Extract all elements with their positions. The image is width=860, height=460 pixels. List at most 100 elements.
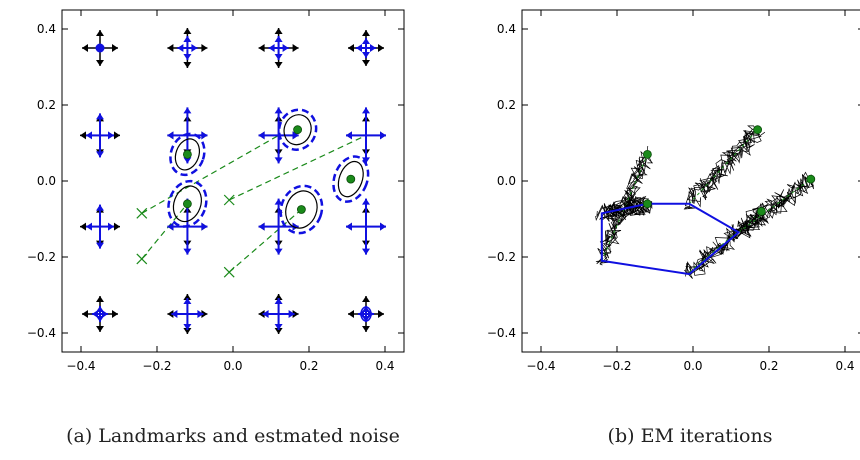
landmark-arrow-blue-head <box>274 54 283 60</box>
landmark-arrow-black-head <box>82 44 88 52</box>
trajectory-trace <box>684 130 766 209</box>
final-point <box>806 174 816 184</box>
landmark-arrow-blue-head <box>292 131 299 140</box>
cross-marker <box>223 194 235 206</box>
landmark-arrow-blue-head <box>362 107 370 114</box>
landmark-arrow-blue-head <box>191 44 198 52</box>
landmark-arrow-blue-head <box>362 38 370 44</box>
panel-a-ytick-label: −0.2 <box>27 250 56 264</box>
trajectory-trace <box>732 176 815 234</box>
landmark-arrow-black-head <box>96 30 104 36</box>
landmark-arrow-blue-head <box>288 310 295 318</box>
dashed-link <box>228 209 302 273</box>
landmark-arrow-black-head <box>378 310 384 318</box>
landmark-arrow-black-head <box>348 44 354 52</box>
landmark-arrow-blue-head <box>108 222 114 231</box>
landmark-arrow-blue-head <box>167 222 174 231</box>
panel-a-xtick-label: −0.2 <box>142 359 171 373</box>
landmark-arrow-blue-head <box>86 131 92 140</box>
trajectory-trace <box>732 174 814 239</box>
landmark-arrow-blue-head <box>86 222 92 231</box>
landmark-arrow-blue-head <box>197 310 204 318</box>
panel-b-xtick-label: 0.4 <box>835 359 854 373</box>
landmark-arrow-blue-head <box>362 316 370 322</box>
landmark-arrow-black-head <box>112 44 118 52</box>
panel-b-ytick-label: −0.4 <box>487 326 516 340</box>
landmark-arrow-black-head <box>201 310 208 318</box>
landmark-arrow-black-head <box>167 310 174 318</box>
landmark-arrow-black-head <box>274 294 283 300</box>
estimate-ellipse <box>285 190 318 229</box>
landmark-arrow-black-head <box>274 328 283 334</box>
landmark-arrow-blue-head <box>356 44 362 52</box>
landmark-arrow-black-head <box>362 296 370 302</box>
landmark-arrow-black-head <box>183 28 192 34</box>
landmark-arrow-blue-head <box>274 198 283 205</box>
landmark-arrow-black-head <box>378 44 384 52</box>
estimate-point <box>296 205 306 214</box>
cross-marker <box>223 266 235 278</box>
landmark-arrow-blue-head <box>346 131 352 140</box>
panel-b-ytick-label: −0.2 <box>487 250 516 264</box>
landmark-arrow-blue-head <box>201 222 208 231</box>
landmark-dot <box>95 43 105 53</box>
landmark-arrow-blue-head <box>177 44 184 52</box>
landmark-arrow-black-head <box>167 44 174 52</box>
landmark-arrow-blue-head <box>370 44 376 52</box>
landmark-arrow-black-head <box>80 222 86 231</box>
landmark-arrow-blue-head <box>380 131 386 140</box>
panel-b-ytick-label: 0.2 <box>497 98 516 112</box>
dashed-link <box>228 134 367 201</box>
estimate-ellipse <box>174 138 201 171</box>
panel-a-caption: (a) Landmarks and estmated noise <box>66 425 400 447</box>
panel-b-estimated-path <box>600 202 741 276</box>
panel-b-ticks: −0.4 −0.2 0.0 0.2 0.4 0.4 0.2 0.0 −0.2 −0.4 <box>487 10 860 373</box>
landmark-arrow-black-head <box>292 44 299 52</box>
landmark-arrow-black-head <box>274 28 283 34</box>
landmark-arrow-blue-head <box>274 298 283 304</box>
panel-b-xtick-label: 0.2 <box>759 359 778 373</box>
panel-a-ytick-label: 0.2 <box>37 98 56 112</box>
landmark-arrow-blue-head <box>183 157 192 164</box>
panel-b-ytick-label: 0.4 <box>497 22 516 36</box>
landmark-arrow-blue-head <box>183 248 192 255</box>
landmark-arrow-blue-head <box>96 204 104 211</box>
landmark-arrow-blue-head <box>96 151 104 158</box>
landmark-arrow-blue-head <box>274 324 283 330</box>
landmark-arrow-blue-head <box>96 306 104 312</box>
estimate-ellipse <box>337 160 364 198</box>
final-point <box>753 125 762 135</box>
panel-a-cross-markers <box>136 194 235 278</box>
landmark-arrow-black-head <box>362 30 370 36</box>
landmark-arrow-blue-head <box>183 54 192 60</box>
landmark-arrow-blue-head <box>258 131 265 140</box>
estimate-ellipse <box>283 114 312 146</box>
landmark-arrow-black-head <box>112 310 118 318</box>
landmark-arrow-blue-head <box>183 324 192 330</box>
landmark-arrow-blue-head <box>292 222 299 231</box>
panel-b-xtick-label: −0.2 <box>602 359 631 373</box>
final-point <box>643 149 652 159</box>
landmark-arrow-blue-head <box>346 222 352 231</box>
estimate-noise-ellipse <box>169 132 206 177</box>
estimate-noise-ellipse <box>332 155 370 203</box>
landmark-arrow-blue-head <box>183 107 192 114</box>
landmark-arrow-black-head <box>292 310 299 318</box>
cross-marker <box>136 207 148 219</box>
panel-a-ytick-label: 0.0 <box>37 174 56 188</box>
panel-a-xtick-label: −0.4 <box>66 359 95 373</box>
landmark-arrow-blue-head <box>167 131 174 140</box>
landmark-arrow-blue-head <box>274 157 283 164</box>
trajectory-trace <box>683 125 761 210</box>
landmark-arrow-black-head <box>258 310 265 318</box>
landmark-arrow-black-head <box>183 62 192 68</box>
panel-a-xtick-label: 0.2 <box>299 359 318 373</box>
landmark-arrow-blue-head <box>108 131 114 140</box>
estimate-point <box>182 149 192 159</box>
panel-a-dashed-links <box>141 134 367 273</box>
landmark-arrow-blue-head <box>96 316 104 322</box>
panel-b-final-points <box>643 125 816 216</box>
trajectory-mean <box>688 211 762 273</box>
landmark-arrow-blue-head <box>274 36 283 42</box>
panel-a-landmarks <box>80 28 386 334</box>
